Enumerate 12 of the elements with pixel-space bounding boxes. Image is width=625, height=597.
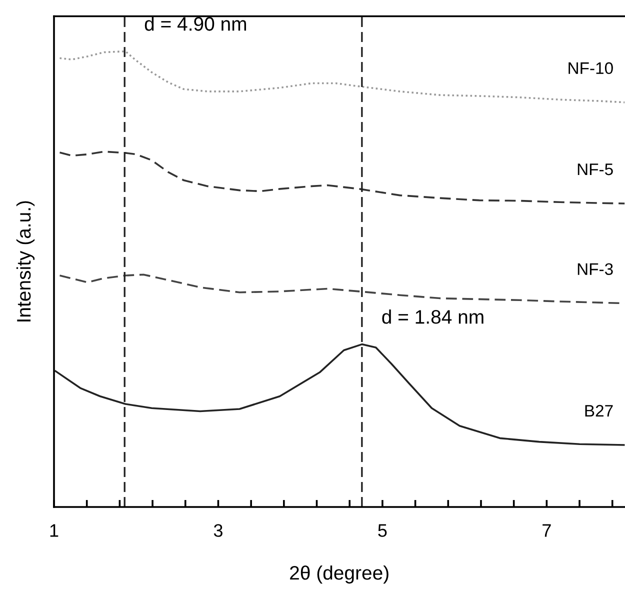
- series-label: B27: [585, 404, 613, 417]
- y-axis-title: Intensity (a.u.): [16, 201, 35, 322]
- series-label: NF-3: [578, 263, 613, 276]
- x-tick-label: 1: [50, 524, 58, 537]
- x-axis-title: 2θ (degree): [290, 565, 388, 584]
- x-tick-label: 3: [214, 524, 222, 537]
- series-label: NF-5: [578, 164, 613, 176]
- series-label: NF-10: [568, 62, 613, 74]
- annotation: d = 1.84 nm: [382, 310, 484, 324]
- text: d = 4.90 nm: [144, 16, 246, 31]
- x-tick-label: 7: [542, 524, 551, 537]
- x-tick-label: 5: [378, 524, 387, 537]
